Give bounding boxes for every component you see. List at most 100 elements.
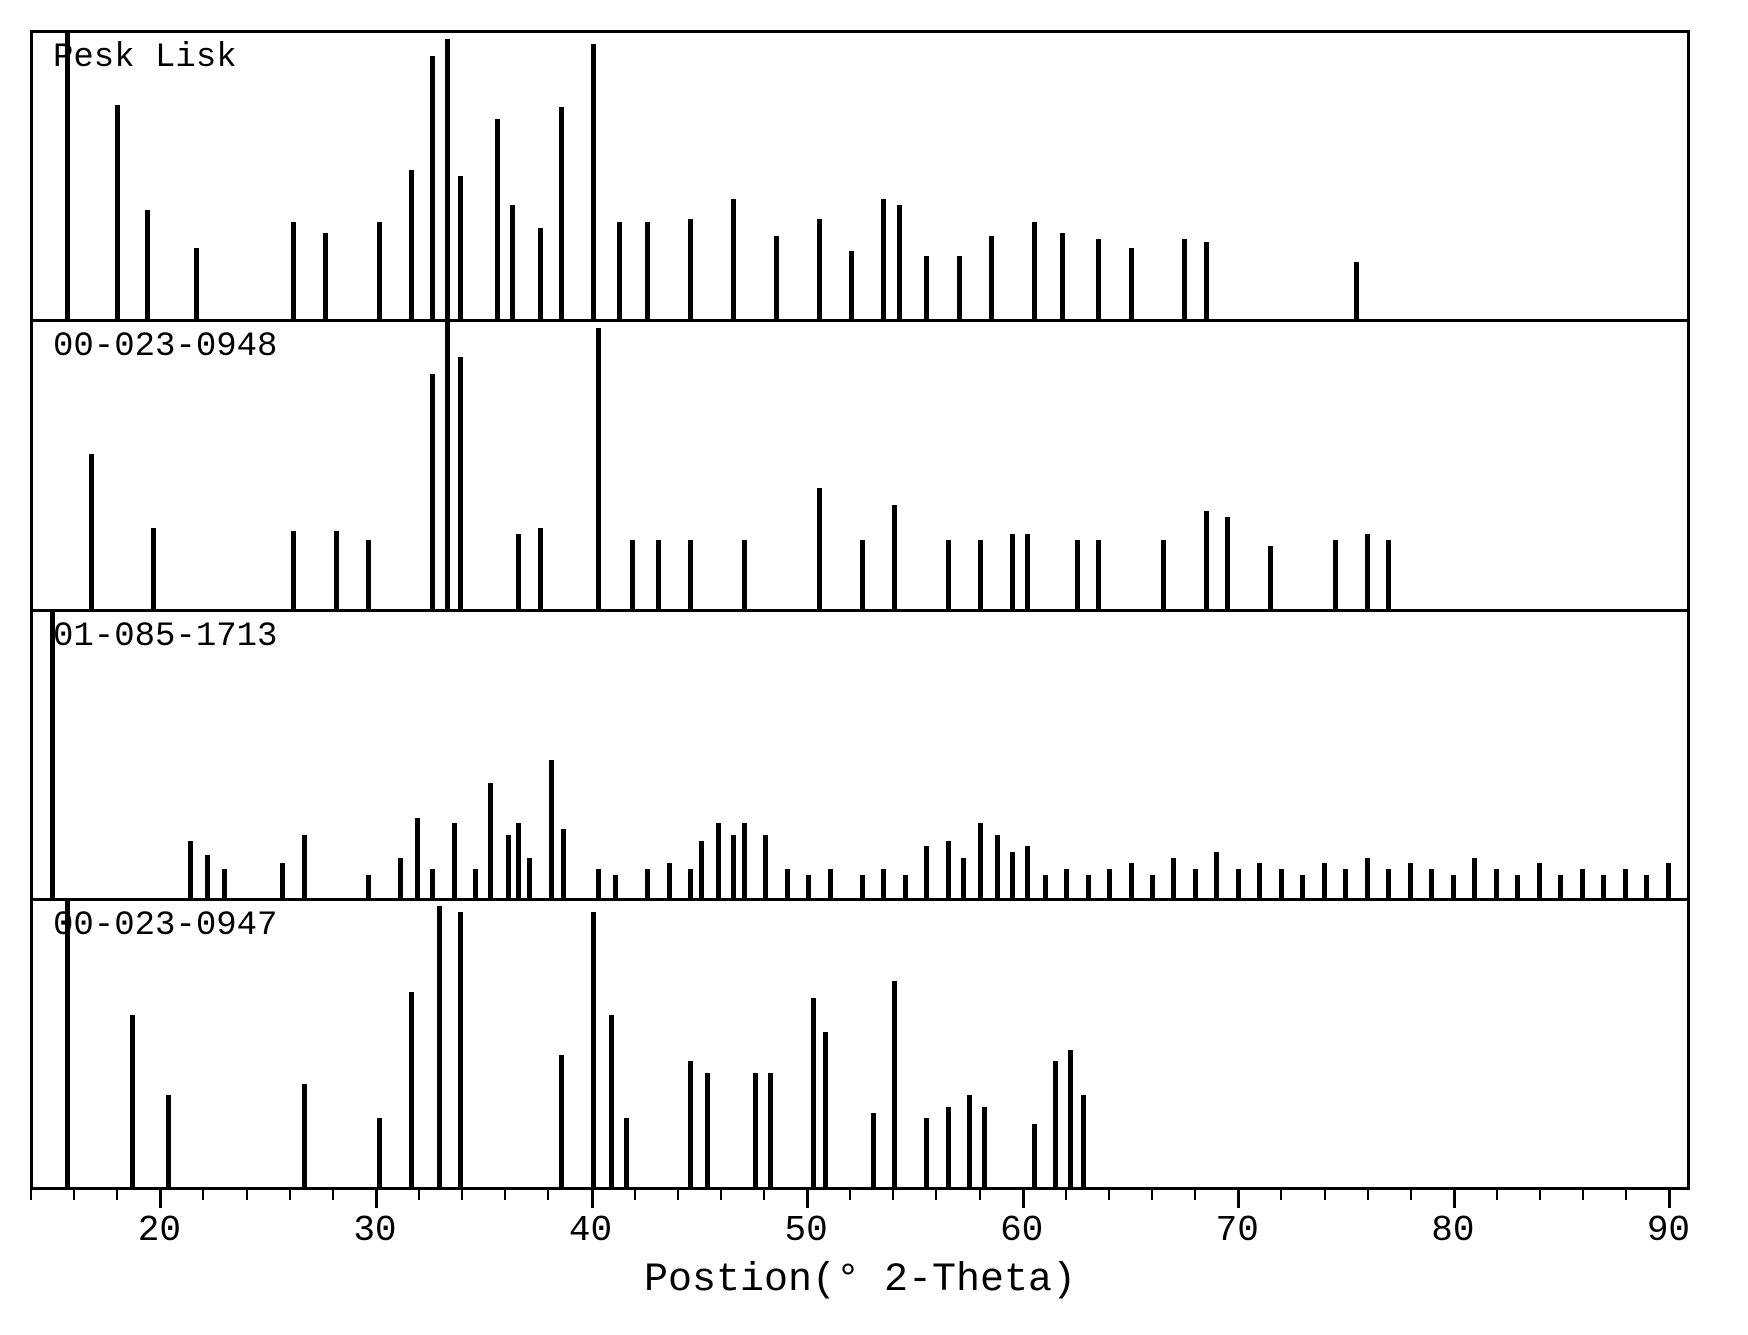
peak	[1257, 863, 1262, 897]
minor-tick	[418, 1190, 420, 1200]
peak	[458, 357, 463, 609]
peak	[978, 540, 983, 609]
minor-tick	[461, 1190, 463, 1200]
peak	[924, 1118, 929, 1187]
peak	[145, 210, 150, 319]
peak	[1053, 1061, 1058, 1187]
peak	[982, 1107, 987, 1187]
peak	[630, 540, 635, 609]
minor-tick	[116, 1190, 118, 1200]
peak	[1623, 869, 1628, 898]
peak	[817, 219, 822, 319]
tick-label: 80	[1431, 1210, 1474, 1251]
peak	[398, 858, 403, 898]
peak-area	[33, 612, 1687, 898]
minor-tick	[289, 1190, 291, 1200]
peak	[1322, 863, 1327, 897]
peak	[995, 835, 1000, 898]
peak	[115, 105, 120, 320]
peak	[1204, 511, 1209, 608]
peak	[967, 1095, 972, 1187]
peak	[366, 875, 371, 898]
minor-tick	[1065, 1190, 1067, 1200]
peak	[1644, 875, 1649, 898]
peak	[1354, 262, 1359, 319]
peak	[538, 228, 543, 320]
peak	[559, 1055, 564, 1187]
minor-tick	[935, 1190, 937, 1200]
peak	[1161, 540, 1166, 609]
peak	[688, 869, 693, 898]
peak	[516, 534, 521, 608]
peak	[978, 823, 983, 897]
peak	[291, 531, 296, 608]
minor-tick	[720, 1190, 722, 1200]
minor-tick	[763, 1190, 765, 1200]
peak	[1096, 239, 1101, 319]
peak	[989, 236, 994, 319]
peak	[785, 869, 790, 898]
peak	[1343, 869, 1348, 898]
peak	[1068, 1050, 1073, 1187]
minor-tick	[332, 1190, 334, 1200]
peak	[1107, 869, 1112, 898]
minor-tick	[1194, 1190, 1196, 1200]
peak	[688, 219, 693, 319]
peak	[1060, 233, 1065, 319]
tick-label: 20	[138, 1210, 181, 1251]
minor-tick	[73, 1190, 75, 1200]
peak	[1225, 517, 1230, 609]
major-tick	[1668, 1190, 1671, 1208]
tick-label: 30	[353, 1210, 396, 1251]
peak	[656, 540, 661, 609]
minor-tick	[504, 1190, 506, 1200]
peak	[458, 912, 463, 1187]
peak	[1472, 858, 1477, 898]
peak	[811, 998, 816, 1187]
peak-area	[33, 33, 1687, 319]
peak	[823, 1032, 828, 1187]
minor-tick	[1582, 1190, 1584, 1200]
peak	[961, 858, 966, 898]
peak	[538, 528, 543, 608]
peak	[89, 454, 94, 609]
peak	[731, 835, 736, 898]
peak	[188, 841, 193, 898]
peak	[430, 869, 435, 898]
peak	[860, 540, 865, 609]
peak	[1580, 869, 1585, 898]
peak	[946, 540, 951, 609]
peak	[1300, 875, 1305, 898]
peak	[753, 1073, 758, 1188]
peak	[561, 829, 566, 898]
peak	[510, 205, 515, 320]
peak	[506, 835, 511, 898]
peak	[667, 863, 672, 897]
peak	[1214, 852, 1219, 898]
minor-tick	[892, 1190, 894, 1200]
peak	[924, 846, 929, 898]
peak	[409, 170, 414, 319]
x-axis-label: Postion(° 2-Theta)	[30, 1258, 1690, 1303]
peak	[892, 505, 897, 608]
peak	[924, 256, 929, 319]
peak	[1537, 863, 1542, 897]
peak	[1096, 540, 1101, 609]
peak	[222, 869, 227, 898]
peak	[871, 1113, 876, 1187]
peak	[323, 233, 328, 319]
panel-label: 00-023-0947	[53, 907, 277, 945]
peak	[1268, 546, 1273, 609]
minor-tick	[677, 1190, 679, 1200]
tick-label: 90	[1647, 1210, 1690, 1251]
peak	[763, 835, 768, 898]
peak	[1129, 248, 1134, 320]
peak	[1204, 242, 1209, 319]
peak	[716, 823, 721, 897]
minor-tick	[202, 1190, 204, 1200]
panel-2: 01-085-1713	[33, 612, 1687, 901]
peak	[430, 56, 435, 319]
minor-tick	[1410, 1190, 1412, 1200]
peak	[488, 783, 493, 898]
peak	[1601, 875, 1606, 898]
